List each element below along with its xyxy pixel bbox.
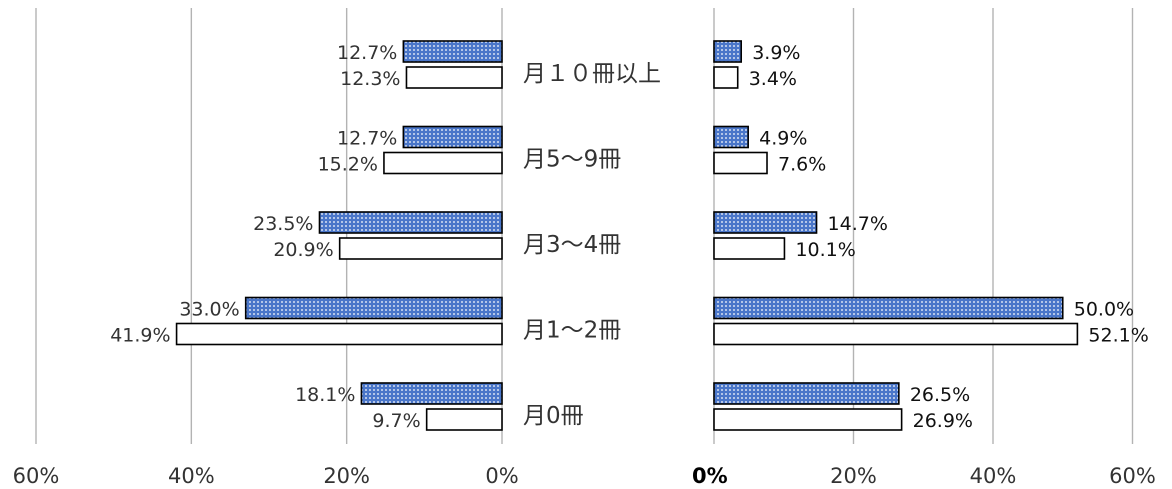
category-label: 月3〜4冊 [523,232,621,258]
right-bar [713,296,1064,320]
left-value-label: 23.5% [253,213,313,235]
right-value-label: 50.0% [1074,299,1134,321]
category-label: 月1〜2冊 [523,318,621,344]
left-bar [175,322,503,346]
left-value-label: 12.7% [337,128,397,150]
left-axis-tick-label: 40% [168,464,215,488]
category-label: 月0冊 [523,403,584,429]
right-value-label: 4.9% [759,128,807,150]
right-value-label: 52.1% [1088,325,1148,347]
left-bar [338,237,503,260]
right-bar [713,322,1079,346]
left-bar [405,66,503,89]
right-bar [713,40,743,63]
left-value-label: 12.3% [340,68,400,90]
category-label: 月１０冊以上 [523,61,661,87]
right-bar [713,211,818,234]
axis-tick-labels: 60% 40% 20% 0% 0% 20% 40% 60% [13,464,1156,488]
right-axis-tick-label: 60% [1109,464,1156,488]
right-bar [713,382,900,405]
right-value-label: 26.9% [913,410,973,432]
left-bar [360,382,503,405]
right-value-label: 14.7% [828,213,888,235]
right-axis-tick-label: 40% [970,464,1017,488]
right-bar [713,151,768,175]
left-bar [402,40,503,63]
right-value-label: 10.1% [795,239,855,261]
left-bar [383,151,503,175]
left-value-label: 20.9% [273,239,333,261]
right-bar [713,66,739,89]
right-bar [713,237,786,260]
category-label: 月5〜9冊 [523,147,621,173]
left-value-label: 15.2% [318,154,378,176]
right-bar [713,125,749,149]
left-bar [402,125,503,149]
right-axis-tick-label: 0% [692,464,728,488]
right-value-label: 26.5% [910,384,970,406]
left-bar [318,211,503,234]
left-value-label: 9.7% [372,410,420,432]
left-bar [244,296,503,320]
value-labels: 12.7% 3.9% 12.3% 3.4% 12.7% 4.9% 15.2% 7.6% 23.5… [110,42,1149,432]
left-axis-tick-label: 0% [485,464,518,488]
left-axis-tick-label: 20% [323,464,370,488]
bars [175,40,1079,431]
right-bar [713,408,903,431]
left-value-label: 33.0% [179,299,239,321]
left-axis-tick-label: 60% [13,464,60,488]
right-axis-tick-label: 20% [830,464,877,488]
right-value-label: 3.4% [749,68,797,90]
left-value-label: 12.7% [337,42,397,64]
right-value-label: 7.6% [778,154,826,176]
left-value-label: 18.1% [295,384,355,406]
left-value-label: 41.9% [110,325,170,347]
left-bar [425,408,503,431]
right-value-label: 3.9% [752,42,800,64]
